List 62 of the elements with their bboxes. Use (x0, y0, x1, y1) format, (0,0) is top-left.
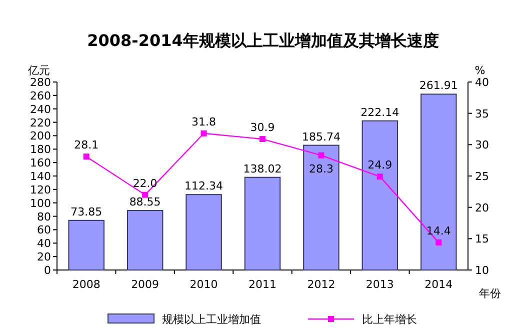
x-tick-label: 2009 (131, 278, 160, 291)
y-tick-label: 100 (30, 196, 51, 210)
data-label: 185.74 (302, 130, 340, 144)
y2-tick-label: 30 (475, 138, 489, 152)
data-label: 28.3 (308, 162, 334, 176)
y2-tick-label: 25 (475, 170, 489, 183)
bar (420, 94, 457, 270)
y-tick-label: 200 (30, 130, 51, 143)
y-tick-label: 220 (30, 116, 51, 130)
y-tick-label: 140 (30, 170, 51, 183)
data-label: 24.9 (368, 158, 392, 172)
point (318, 152, 324, 158)
point (83, 154, 90, 160)
x-tick-label: 2014 (424, 278, 453, 291)
point (376, 174, 383, 180)
data-label: 14.4 (426, 224, 451, 238)
y2-tick-label: 35 (475, 107, 489, 120)
point (200, 130, 207, 136)
bar (126, 210, 164, 270)
data-label: 73.85 (70, 205, 102, 218)
y2-tick-label: 20 (475, 201, 489, 214)
data-label: 88.55 (129, 196, 161, 209)
data-label: 31.8 (192, 115, 216, 128)
data-label: 30.9 (250, 121, 275, 134)
point (436, 239, 442, 246)
y-tick-label: 60 (37, 224, 51, 237)
y2-tick-label: 10 (475, 264, 489, 277)
data-label: 28.1 (74, 138, 99, 152)
bar (68, 220, 104, 270)
point (260, 136, 266, 142)
y-tick-label: 80 (37, 210, 51, 224)
y-tick-label: 260 (30, 89, 51, 102)
y-tick-label: 120 (30, 183, 51, 196)
y-axis-title: 亿元 (27, 64, 50, 77)
y-tick-label: 40 (37, 237, 51, 250)
y-tick-label: 240 (30, 102, 51, 116)
x-tick-label: 2012 (307, 278, 336, 291)
x-axis-title: 年份 (479, 287, 501, 300)
y-tick-label: 280 (30, 76, 51, 89)
y-tick-label: 160 (30, 156, 51, 170)
data-label: 222.14 (360, 106, 400, 119)
x-tick-label: 2013 (366, 278, 394, 291)
x-tick-label: 2008 (72, 278, 100, 291)
data-label: 138.02 (243, 162, 282, 176)
x-tick-label: 2011 (248, 278, 276, 291)
x-tick-label: 2010 (190, 278, 218, 291)
y-tick-label: 180 (30, 143, 51, 156)
y2-axis-title: % (474, 64, 486, 77)
bar (244, 176, 281, 270)
chart-title: 2008-2014年规模以上工业增加值及其增长速度 (87, 31, 439, 50)
y-tick-label: 0 (44, 264, 51, 277)
bar (303, 144, 340, 270)
y2-tick-label: 40 (475, 76, 489, 89)
bar (362, 120, 398, 270)
bar (186, 194, 222, 270)
legend-label: 规模以上工业增加值 (162, 313, 261, 326)
data-label: 112.34 (184, 180, 224, 193)
y2-tick-label: 15 (475, 232, 489, 246)
y-tick-label: 20 (37, 250, 51, 264)
data-label: 261.91 (419, 79, 458, 92)
data-label: 22.0 (132, 176, 158, 190)
legend-label: 比上年增长 (362, 313, 417, 326)
